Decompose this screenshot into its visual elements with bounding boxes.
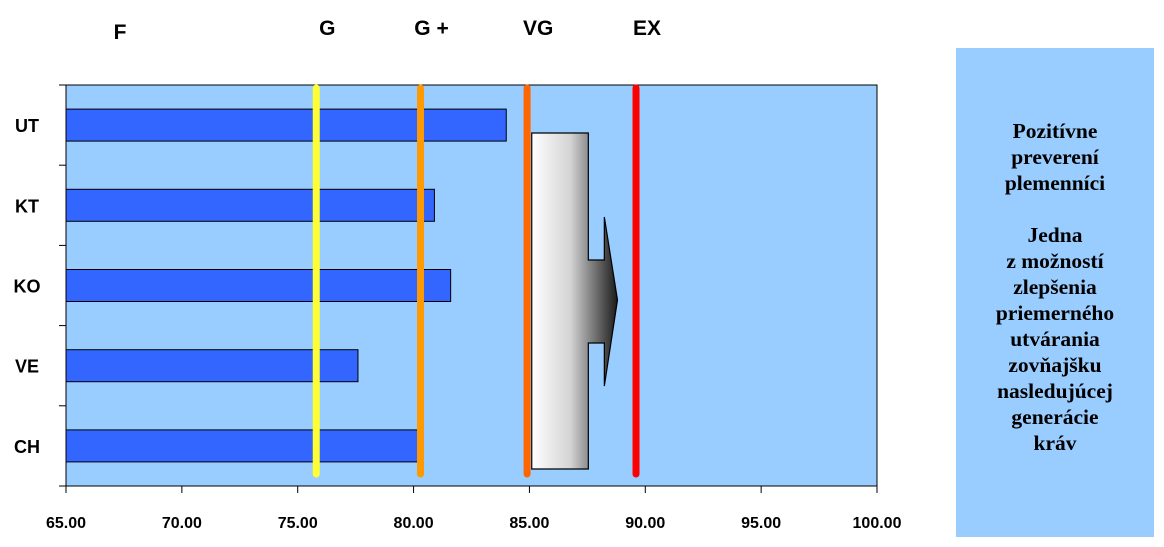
category-label: KO xyxy=(14,277,41,297)
panel-text-line: generácie xyxy=(1011,405,1099,429)
panel-text-line: nasledujúcej xyxy=(997,379,1113,403)
category-label: UT xyxy=(15,116,39,136)
x-tick-label: 100.00 xyxy=(853,515,902,532)
x-tick-label: 65.00 xyxy=(46,515,86,532)
panel-text-line: priemerného xyxy=(995,301,1115,325)
threshold-label: EX xyxy=(633,17,661,40)
x-tick-label: 80.00 xyxy=(394,515,434,532)
bar-chart: UT KT KO VE CH F G G + VG EX 65.00 70.00 75.00 80.00 8… xyxy=(14,17,902,532)
bar-ve xyxy=(65,349,359,383)
panel-text-line: kráv xyxy=(1033,431,1077,455)
panel-text-line: preverení xyxy=(1011,145,1099,169)
bar-kt xyxy=(65,188,435,222)
threshold-label: VG xyxy=(523,17,553,40)
panel-text-line: zovňajšku xyxy=(1008,353,1102,377)
panel-text-line: utvárania xyxy=(1010,327,1100,351)
threshold-label: G xyxy=(319,17,335,40)
category-label: CH xyxy=(14,437,40,457)
x-tick-label: 85.00 xyxy=(509,515,549,532)
x-tick-label: 95.00 xyxy=(741,515,781,532)
bar-ch xyxy=(65,429,422,463)
category-label: VE xyxy=(15,357,39,377)
threshold-label: G + xyxy=(414,17,448,40)
threshold-label: F xyxy=(114,21,127,44)
x-tick-label: 70.00 xyxy=(162,515,202,532)
category-label: KT xyxy=(15,196,39,216)
panel-text-line: plemenníci xyxy=(1004,171,1106,195)
improvement-arrow xyxy=(531,132,619,470)
x-tick-label: 90.00 xyxy=(625,515,665,532)
panel-text-line: z možností xyxy=(1006,249,1104,273)
panel-text-line: zlepšenia xyxy=(1013,275,1097,299)
x-tick-label: 75.00 xyxy=(278,515,318,532)
bar-ut xyxy=(65,108,507,142)
side-panel: Pozitívne preverení plemenníci Jedna z m… xyxy=(956,48,1154,537)
panel-text-line: Pozitívne xyxy=(1012,119,1098,143)
panel-text-line: Jedna xyxy=(1027,223,1083,247)
bar-ko xyxy=(65,269,452,302)
